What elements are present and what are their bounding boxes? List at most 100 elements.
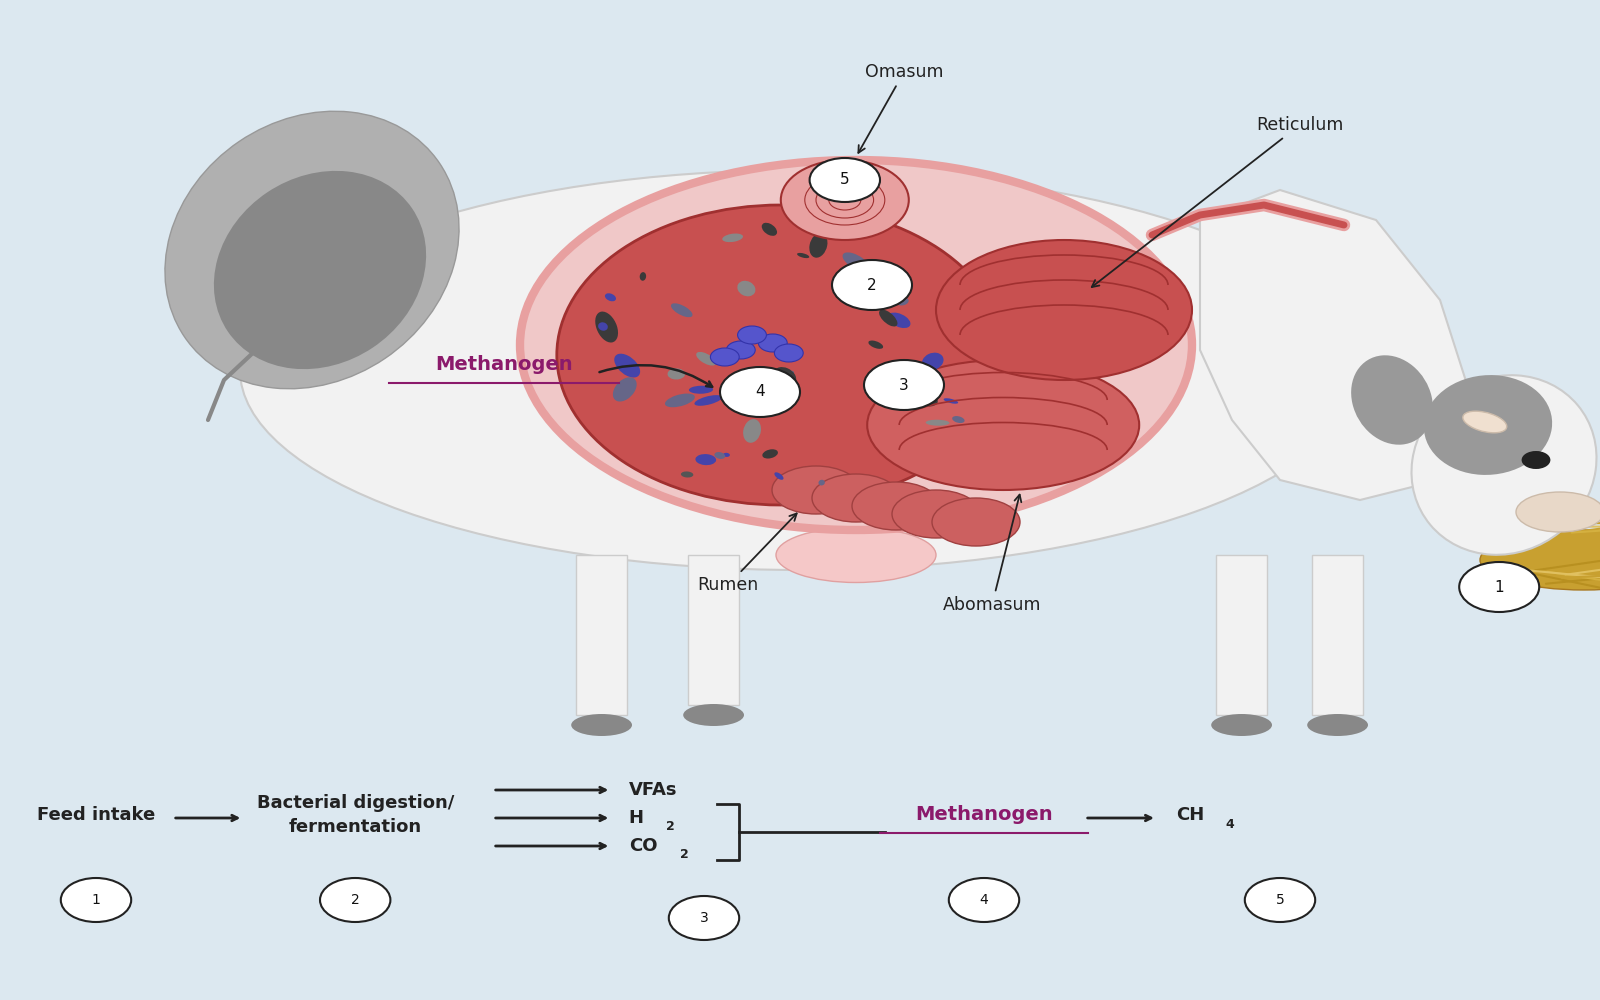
Ellipse shape (557, 205, 1005, 505)
Text: Feed intake: Feed intake (37, 806, 155, 824)
Ellipse shape (742, 419, 762, 443)
Ellipse shape (666, 394, 694, 407)
Circle shape (1459, 562, 1539, 612)
Ellipse shape (696, 352, 715, 366)
Ellipse shape (893, 490, 979, 538)
Ellipse shape (952, 416, 965, 423)
Ellipse shape (787, 371, 794, 375)
Ellipse shape (797, 253, 810, 258)
Ellipse shape (762, 223, 778, 236)
Ellipse shape (1462, 411, 1507, 433)
Text: Rumen: Rumen (698, 513, 797, 594)
Polygon shape (688, 555, 739, 705)
Ellipse shape (595, 312, 618, 343)
Text: Abomasum: Abomasum (942, 495, 1042, 614)
Circle shape (738, 326, 766, 344)
Ellipse shape (926, 420, 949, 426)
Circle shape (1245, 878, 1315, 922)
Ellipse shape (869, 341, 883, 349)
Text: 5: 5 (1275, 893, 1285, 907)
Ellipse shape (762, 449, 778, 459)
Ellipse shape (667, 368, 685, 379)
Ellipse shape (240, 170, 1360, 570)
Ellipse shape (853, 482, 941, 530)
Ellipse shape (738, 281, 755, 296)
Ellipse shape (922, 353, 944, 370)
Polygon shape (1312, 555, 1363, 715)
Text: 3: 3 (699, 911, 709, 925)
Text: 3: 3 (899, 377, 909, 392)
Polygon shape (1216, 555, 1267, 715)
Text: Methanogen: Methanogen (915, 806, 1053, 824)
Ellipse shape (878, 310, 898, 327)
Ellipse shape (810, 233, 827, 258)
Polygon shape (576, 555, 627, 715)
Ellipse shape (690, 386, 714, 394)
Ellipse shape (571, 714, 632, 736)
Circle shape (720, 367, 800, 417)
Text: 2: 2 (867, 277, 877, 292)
Ellipse shape (886, 388, 912, 401)
Circle shape (758, 334, 787, 352)
Text: CH: CH (1176, 806, 1205, 824)
Text: Bacterial digestion/
fermentation: Bacterial digestion/ fermentation (256, 794, 454, 836)
Text: H: H (629, 809, 643, 827)
Ellipse shape (1350, 355, 1434, 445)
Circle shape (726, 341, 755, 359)
Ellipse shape (683, 704, 744, 726)
Ellipse shape (605, 293, 616, 301)
Text: Methanogen: Methanogen (435, 356, 573, 374)
Ellipse shape (714, 452, 725, 459)
Text: 4: 4 (755, 384, 765, 399)
Circle shape (1522, 451, 1550, 469)
Ellipse shape (1307, 714, 1368, 736)
Ellipse shape (843, 252, 869, 271)
Ellipse shape (696, 454, 717, 465)
Ellipse shape (165, 111, 459, 389)
Ellipse shape (867, 360, 1139, 490)
Ellipse shape (771, 466, 861, 514)
Ellipse shape (722, 234, 742, 242)
Text: 2: 2 (350, 893, 360, 907)
Text: 4: 4 (979, 893, 989, 907)
Ellipse shape (1411, 375, 1597, 555)
Text: Omasum: Omasum (858, 63, 944, 153)
Ellipse shape (896, 297, 909, 305)
Ellipse shape (520, 160, 1192, 530)
Circle shape (774, 344, 803, 362)
Ellipse shape (931, 498, 1021, 546)
Ellipse shape (598, 322, 608, 331)
Ellipse shape (781, 160, 909, 240)
Ellipse shape (774, 472, 784, 480)
Ellipse shape (774, 367, 797, 386)
Ellipse shape (214, 171, 426, 369)
Text: 1: 1 (91, 893, 101, 907)
Circle shape (810, 158, 880, 202)
Ellipse shape (918, 395, 938, 406)
Ellipse shape (613, 377, 637, 402)
Text: VFAs: VFAs (629, 781, 677, 799)
Ellipse shape (640, 272, 646, 281)
Ellipse shape (1424, 375, 1552, 475)
Circle shape (320, 878, 390, 922)
Text: 5: 5 (840, 172, 850, 188)
Text: CO: CO (629, 837, 658, 855)
Ellipse shape (1517, 492, 1600, 532)
Text: 1: 1 (1494, 580, 1504, 594)
Ellipse shape (1480, 530, 1600, 590)
Circle shape (61, 878, 131, 922)
Text: Reticulum: Reticulum (1091, 116, 1344, 287)
Text: 2: 2 (680, 848, 688, 861)
Text: 4: 4 (1226, 818, 1234, 830)
Ellipse shape (670, 303, 693, 317)
Text: 2: 2 (666, 820, 674, 834)
Ellipse shape (614, 354, 640, 378)
Ellipse shape (682, 471, 693, 478)
Circle shape (710, 348, 739, 366)
Ellipse shape (813, 474, 899, 522)
Circle shape (669, 896, 739, 940)
Ellipse shape (819, 480, 826, 485)
Polygon shape (1200, 190, 1472, 500)
Ellipse shape (1211, 714, 1272, 736)
Ellipse shape (936, 240, 1192, 380)
